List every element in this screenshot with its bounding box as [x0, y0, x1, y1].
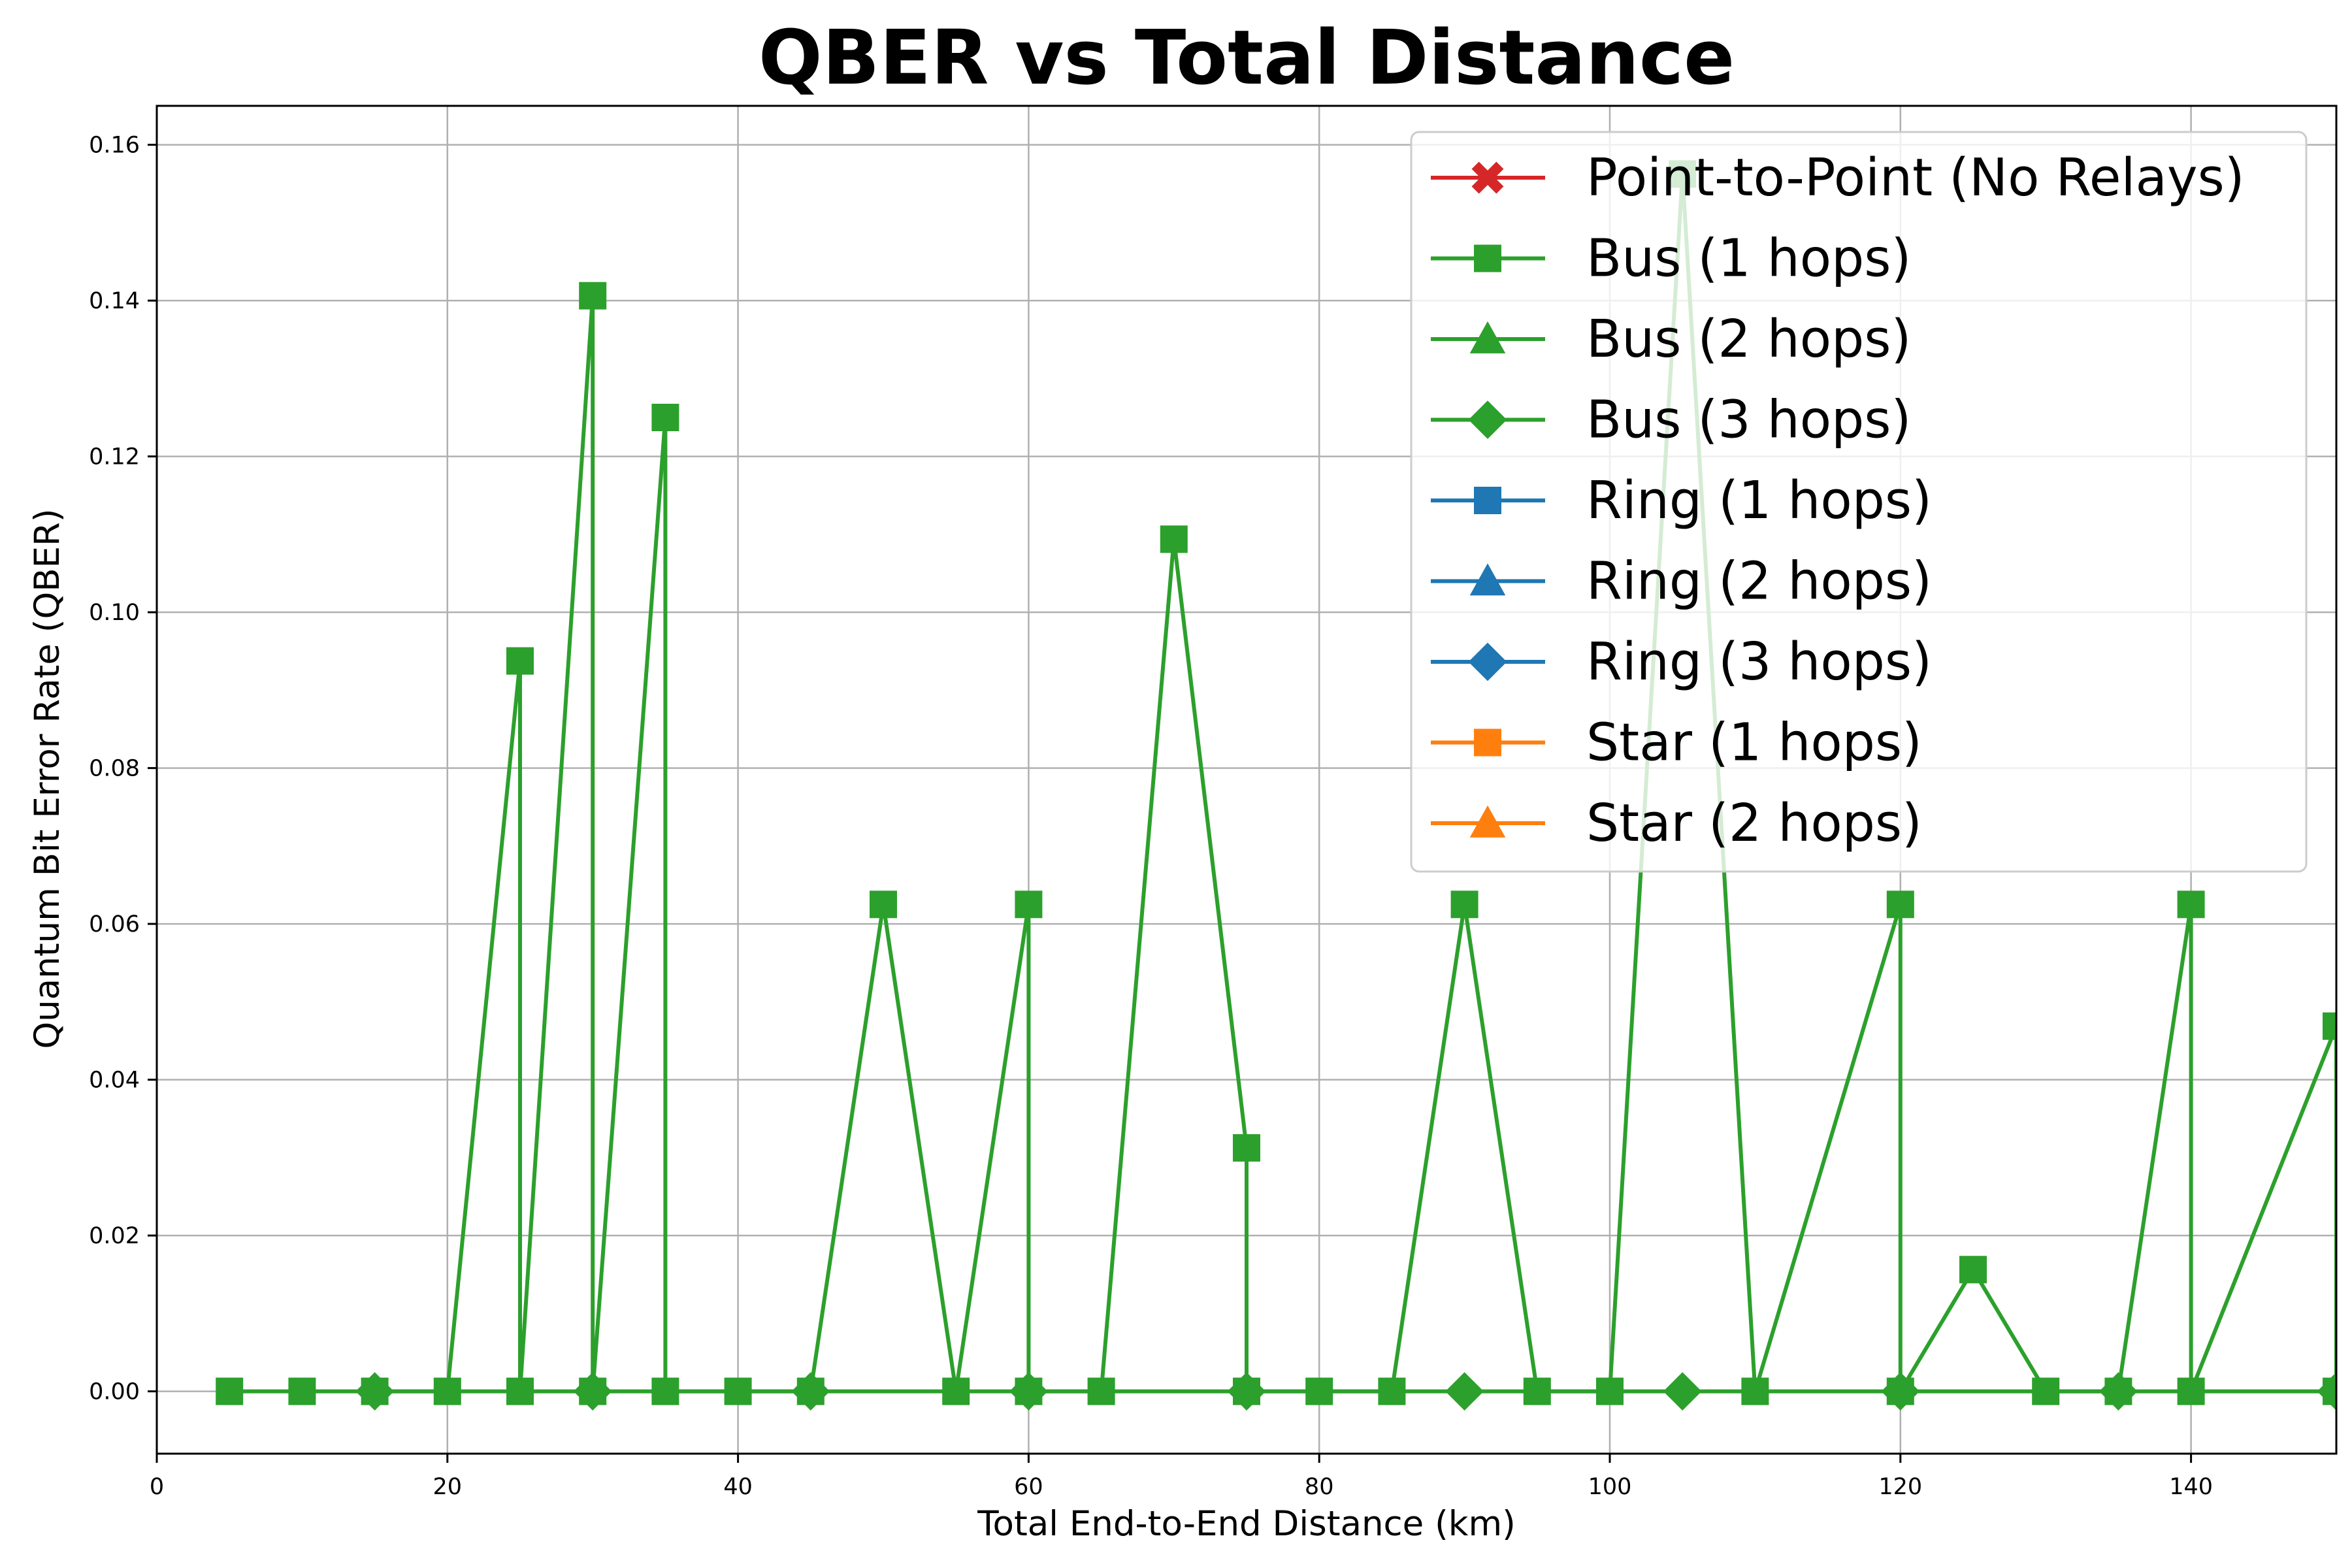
legend-marker: [1469, 563, 1506, 596]
y-tick-label: 0.06: [89, 911, 140, 938]
legend-marker: [1474, 244, 1501, 272]
data-point: [1959, 1256, 1987, 1284]
legend-marker: [1468, 400, 1507, 439]
legend-label: Ring (3 hops): [1586, 632, 1932, 692]
legend-label: Bus (1 hops): [1586, 229, 1911, 289]
data-point: [1886, 890, 1914, 919]
y-tick-label: 0.08: [89, 756, 140, 782]
y-tick-label: 0.00: [89, 1379, 140, 1405]
data-point: [1663, 1372, 1702, 1411]
series-line: [229, 172, 2336, 1394]
data-point: [1227, 1372, 1266, 1411]
data-point: [506, 647, 534, 675]
data-point: [2099, 1372, 2138, 1411]
data-point: [1450, 890, 1478, 919]
y-tick-label: 0.10: [89, 600, 140, 626]
legend: Point-to-Point (No Relays) Bus (1 hops) Bu…: [1410, 131, 2308, 873]
data-point: [2177, 890, 2205, 919]
legend-label: Star (1 hops): [1586, 713, 1922, 773]
legend-label: Ring (1 hops): [1586, 470, 1932, 531]
data-point: [1009, 1372, 1048, 1411]
x-tick-label: 20: [433, 1474, 463, 1500]
x-tick-label: 100: [1588, 1474, 1632, 1500]
data-point: [216, 1377, 244, 1405]
legend-marker: [1471, 161, 1504, 194]
data-point: [2317, 1372, 2336, 1411]
data-point: [2323, 1012, 2336, 1040]
x-tick-label: 120: [1878, 1474, 1922, 1500]
data-point: [651, 403, 679, 431]
x-axis-ticks: 0 20 40 60 80 100 120 140: [150, 1454, 2213, 1500]
legend-marker: [1474, 487, 1501, 514]
y-axis-ticks: 0.00 0.02 0.04 0.06 0.08 0.10 0.12 0.14 0.16: [89, 133, 157, 1405]
data-point: [870, 890, 897, 919]
y-tick-label: 0.12: [89, 444, 140, 470]
y-tick-label: 0.16: [89, 133, 140, 159]
series-layer: [216, 160, 2336, 1411]
plot-area-frame: [155, 105, 2338, 1455]
data-point: [1015, 890, 1043, 919]
x-tick-label: 0: [150, 1474, 164, 1500]
chart-title: QBER vs Total Distance: [759, 14, 1735, 102]
legend-marker: [1474, 728, 1501, 757]
data-point: [579, 282, 607, 310]
data-point: [791, 1372, 830, 1411]
x-axis-label: Total End-to-End Distance (km): [977, 1504, 1516, 1544]
legend-marker: [1469, 321, 1506, 353]
legend-marker: [1468, 642, 1507, 681]
legend-label: Bus (2 hops): [1586, 309, 1911, 369]
y-tick-label: 0.14: [89, 288, 140, 314]
legend-label: Ring (2 hops): [1586, 551, 1932, 612]
series-3: [355, 1372, 2336, 1411]
x-tick-label: 80: [1305, 1474, 1334, 1500]
data-point: [1160, 525, 1188, 553]
data-point: [1445, 1372, 1484, 1411]
data-point: [1881, 1372, 1920, 1411]
legend-label: Star (2 hops): [1586, 793, 1922, 853]
legend-marker: [1469, 805, 1506, 838]
data-point: [573, 1372, 612, 1411]
x-tick-label: 140: [2169, 1474, 2213, 1500]
x-tick-label: 60: [1014, 1474, 1043, 1500]
y-axis-label: Quantum Bit Error Rate (QBER): [27, 508, 67, 1049]
y-tick-label: 0.04: [89, 1068, 140, 1094]
legend-label: Bus (3 hops): [1586, 390, 1911, 450]
x-tick-label: 40: [723, 1474, 753, 1500]
legend-box: [1410, 131, 2308, 873]
data-point: [288, 1377, 316, 1405]
legend-label: Point-to-Point (No Relays): [1586, 148, 2245, 208]
y-tick-label: 0.02: [89, 1223, 140, 1249]
data-point: [1233, 1134, 1260, 1162]
data-point: [355, 1372, 394, 1411]
